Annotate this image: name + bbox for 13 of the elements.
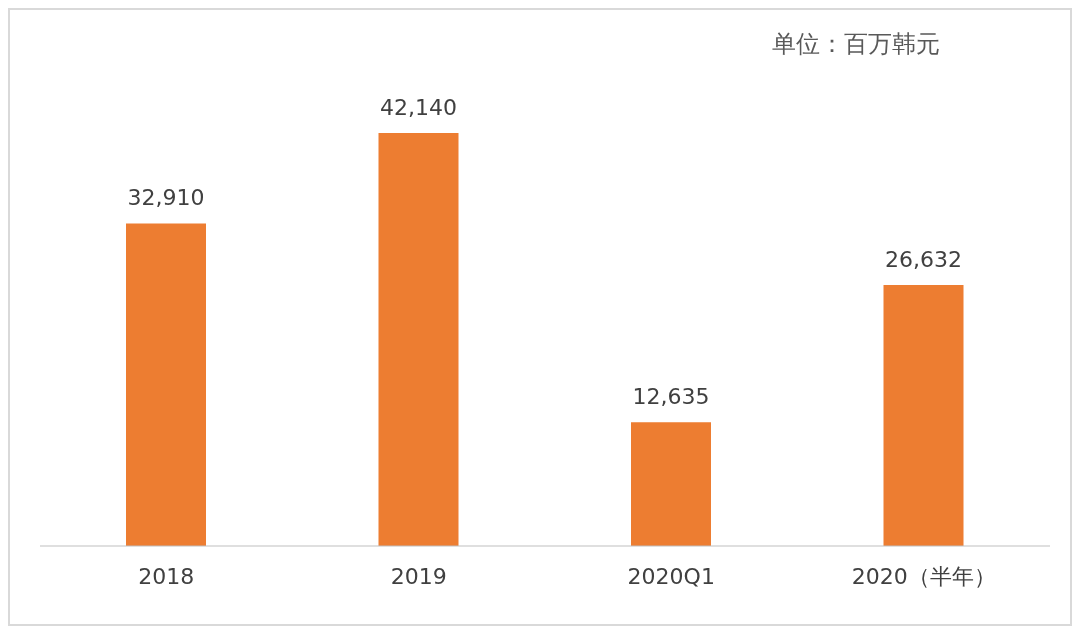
x-tick-label: 2020Q1 xyxy=(627,563,715,589)
data-label: 26,632 xyxy=(885,247,962,273)
bar xyxy=(631,422,711,546)
text: 单位：百万韩元 xyxy=(772,29,940,60)
x-tick-label: 2018 xyxy=(138,563,195,589)
x-tick-label: 2020（半年） xyxy=(851,563,996,589)
x-tick-label: 2019 xyxy=(390,563,447,589)
data-label: 32,910 xyxy=(127,185,205,211)
data-label: 42,140 xyxy=(380,95,457,121)
data-label: 12,635 xyxy=(632,384,710,410)
bar xyxy=(883,285,964,546)
bar xyxy=(378,133,459,546)
bar xyxy=(126,223,206,546)
